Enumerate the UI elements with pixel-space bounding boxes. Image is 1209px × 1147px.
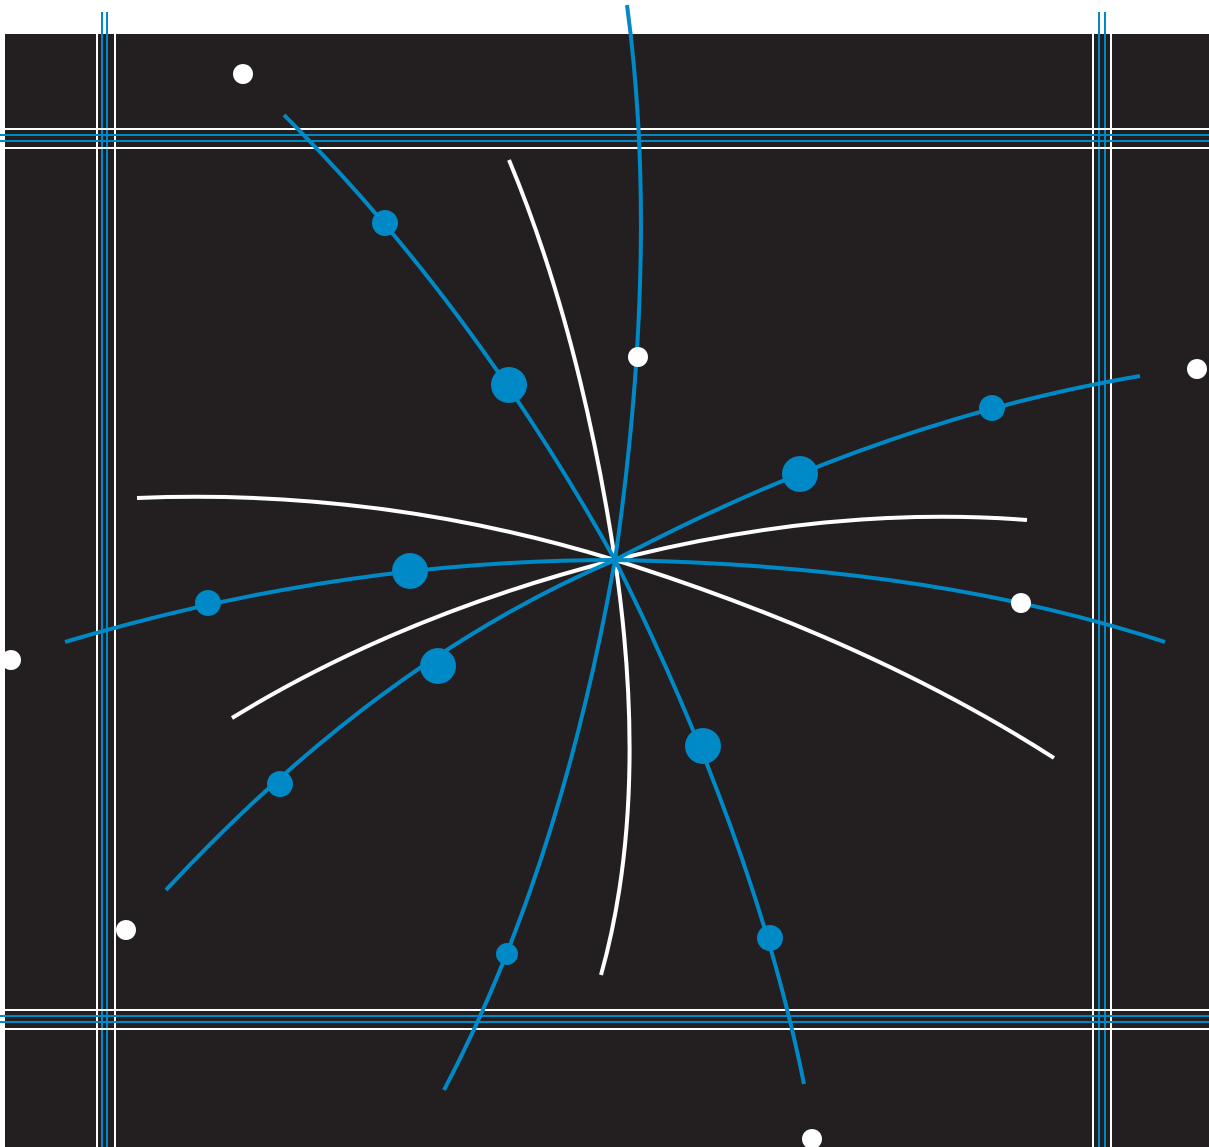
blue-nodes (195, 210, 1005, 965)
white-ray-left (136, 494, 616, 562)
blue-ray-lower (442, 559, 617, 1091)
blue-ray-left (64, 558, 616, 644)
white-dots (1, 64, 1207, 1147)
white-ray-lower-right (614, 558, 1056, 760)
white-ray-lower-left (230, 558, 616, 720)
blue-node (979, 395, 1005, 421)
white-dot (1187, 359, 1207, 379)
blue-rays (64, 4, 1166, 1091)
white-ray-lower (599, 559, 632, 976)
white-ray-upper (507, 159, 617, 561)
blue-ray-upper-right (614, 374, 1141, 562)
white-dot (1, 650, 21, 670)
blue-ray-upper-left (282, 113, 617, 561)
white-ray-right (614, 514, 1028, 562)
blue-node (420, 648, 456, 684)
blue-ray-right (614, 558, 1166, 644)
white-dot (233, 64, 253, 84)
blue-ray-lower-right (613, 559, 806, 1085)
blue-ray-lower-left (164, 558, 616, 892)
white-dot (628, 347, 648, 367)
blue-ray-top (613, 4, 643, 561)
blue-node (782, 456, 818, 492)
blue-node (491, 367, 527, 403)
frame-lines (0, 12, 1209, 1147)
blue-node (757, 925, 783, 951)
blue-node (496, 943, 518, 965)
blue-node (372, 210, 398, 236)
dark-panel (5, 34, 1209, 1147)
white-rays (136, 159, 1056, 976)
blue-node (392, 553, 428, 589)
white-dot (802, 1129, 822, 1147)
white-dot (116, 920, 136, 940)
blue-node (685, 728, 721, 764)
white-dot (1011, 593, 1031, 613)
blue-node (195, 590, 221, 616)
blue-node (267, 771, 293, 797)
